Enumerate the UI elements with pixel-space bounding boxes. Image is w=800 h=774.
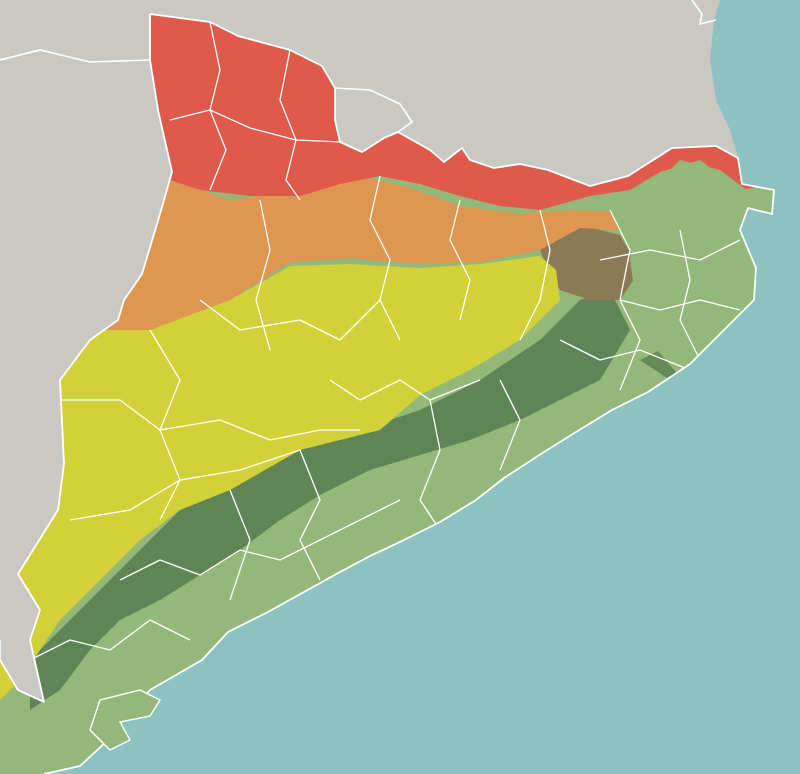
ebro-delta: [89, 689, 162, 751]
catalonia-outline: [0, 13, 775, 774]
comarca-borders: [29, 21, 741, 661]
zone-central-plain: [0, 256, 560, 700]
sea: [44, 0, 800, 774]
neighbor-border: [0, 0, 717, 133]
zone-brown: [540, 225, 640, 300]
zone-coastal-ranges: [30, 290, 630, 710]
